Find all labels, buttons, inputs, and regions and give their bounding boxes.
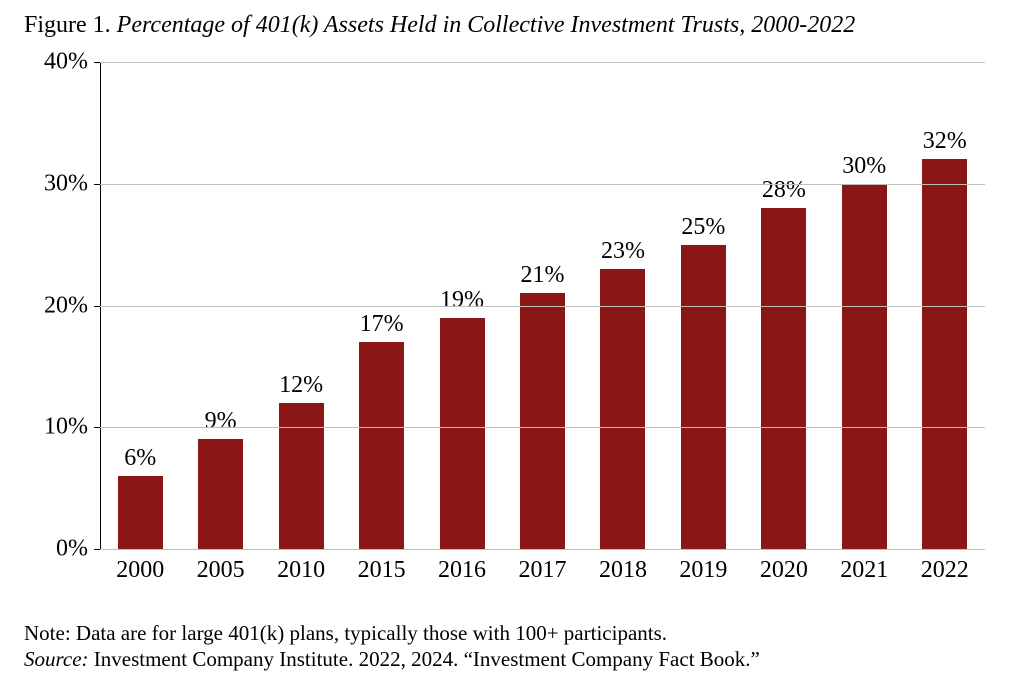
y-tick-label: 0% — [56, 536, 100, 563]
x-tick-label: 2017 — [518, 557, 566, 584]
x-tick-label: 2019 — [679, 557, 727, 584]
y-tick-label: 40% — [44, 49, 100, 76]
figure-title-main: Percentage of 401(k) Assets Held in Coll… — [117, 12, 856, 38]
bar-value-label: 9% — [205, 408, 237, 435]
source-text: Investment Company Institute. 2022, 2024… — [89, 647, 760, 671]
x-tick-label: 2015 — [358, 557, 406, 584]
gridline — [100, 62, 985, 63]
gridline — [100, 549, 985, 550]
bar: 19% — [440, 318, 485, 549]
bar-value-label: 12% — [279, 372, 323, 399]
y-tick-label: 30% — [44, 170, 100, 197]
gridline — [100, 184, 985, 185]
bar: 17% — [359, 342, 404, 549]
figure-footnotes: Note: Data are for large 401(k) plans, t… — [24, 620, 1000, 673]
note-text: Note: Data are for large 401(k) plans, t… — [24, 620, 1000, 646]
bar: 30% — [842, 184, 887, 549]
x-tick-label: 2000 — [116, 557, 164, 584]
figure-title-prefix: Figure 1. — [24, 12, 117, 38]
x-tick-label: 2018 — [599, 557, 647, 584]
bar: 12% — [279, 403, 324, 549]
y-tick-label: 20% — [44, 292, 100, 319]
bar-value-label: 32% — [923, 128, 967, 155]
source-line: Source: Investment Company Institute. 20… — [24, 646, 1000, 672]
bar: 25% — [681, 245, 726, 549]
bar-value-label: 25% — [681, 214, 725, 241]
chart-plot-area: 6%20009%200512%201017%201519%201621%2017… — [100, 62, 985, 549]
figure-container: Figure 1. Percentage of 401(k) Assets He… — [0, 0, 1024, 686]
bar-value-label: 28% — [762, 177, 806, 204]
x-tick-label: 2010 — [277, 557, 325, 584]
x-tick-label: 2021 — [840, 557, 888, 584]
x-tick-label: 2005 — [197, 557, 245, 584]
gridline — [100, 427, 985, 428]
source-label: Source: — [24, 647, 89, 671]
bar-value-label: 21% — [520, 262, 564, 289]
bar-value-label: 17% — [360, 311, 404, 338]
bar: 28% — [761, 208, 806, 549]
x-tick-label: 2020 — [760, 557, 808, 584]
y-tick-label: 10% — [44, 414, 100, 441]
bar-value-label: 23% — [601, 238, 645, 265]
bar-value-label: 6% — [124, 445, 156, 472]
bar: 23% — [600, 269, 645, 549]
bar: 6% — [118, 476, 163, 549]
bar: 32% — [922, 159, 967, 549]
bar: 9% — [198, 439, 243, 549]
gridline — [100, 306, 985, 307]
bar: 21% — [520, 293, 565, 549]
bar-value-label: 19% — [440, 287, 484, 314]
x-tick-label: 2016 — [438, 557, 486, 584]
x-tick-label: 2022 — [921, 557, 969, 584]
figure-title: Figure 1. Percentage of 401(k) Assets He… — [24, 12, 1000, 39]
bar-value-label: 30% — [842, 153, 886, 180]
